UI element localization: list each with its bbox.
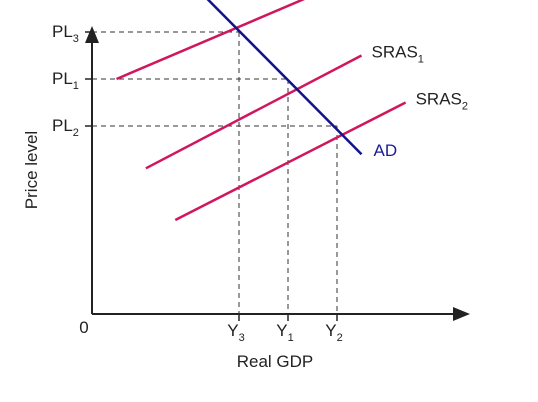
y-tick-label-pl2: PL2 [52, 116, 79, 139]
axes [85, 26, 470, 321]
guide-lines [92, 31, 338, 314]
curve-sras1 [145, 54, 363, 170]
labels: 0 Real GDP Price level SRAS3SRAS1SRAS2AD… [22, 22, 468, 371]
curve-label-sras2: SRAS2 [416, 90, 468, 113]
x-axis-arrow-icon [453, 307, 470, 321]
y-axis-title: Price level [22, 131, 41, 209]
curve-label-sras1: SRAS1 [372, 43, 424, 66]
y-tick-label-pl1: PL1 [52, 69, 79, 92]
x-tick-label-y1: Y1 [276, 321, 293, 344]
curves [116, 0, 407, 222]
curve-ad [206, 0, 363, 156]
y-axis-arrow-icon [85, 26, 99, 43]
x-axis-title: Real GDP [237, 352, 314, 371]
x-tick-label-y2: Y2 [325, 321, 342, 344]
origin-label: 0 [79, 318, 88, 337]
curve-label-ad: AD [374, 141, 398, 160]
x-tick-label-y3: Y3 [227, 321, 244, 344]
y-tick-label-pl3: PL3 [52, 22, 79, 45]
curve-sras2 [174, 101, 407, 222]
curve-sras3 [116, 0, 306, 81]
